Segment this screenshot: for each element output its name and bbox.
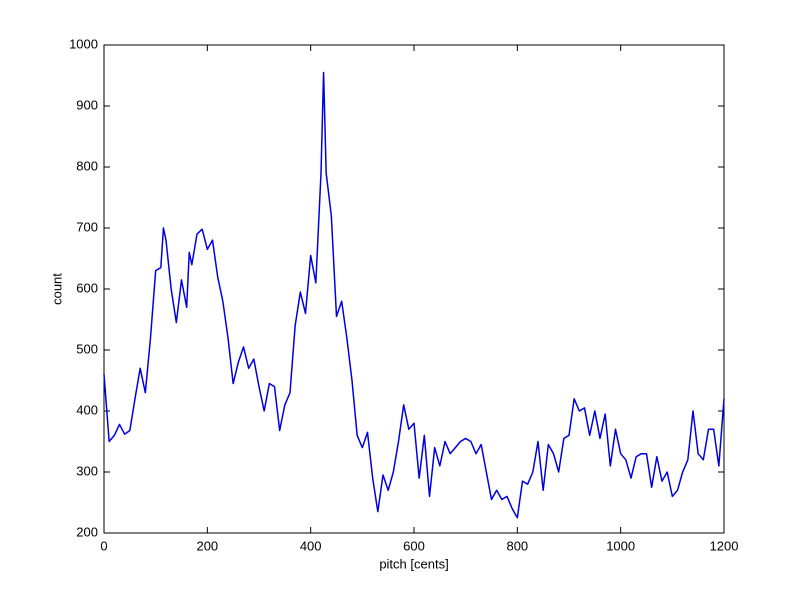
y-tick-label: 200	[76, 524, 98, 539]
y-tick-label: 400	[76, 402, 98, 417]
plot-frame	[103, 44, 725, 534]
x-tick-label: 0	[100, 538, 107, 553]
y-tick-label: 900	[76, 97, 98, 112]
y-axis-label: count	[49, 273, 64, 305]
x-tick-label: 1200	[710, 538, 739, 553]
y-tick-label: 600	[76, 280, 98, 295]
x-tick-label: 400	[300, 538, 322, 553]
x-tick-label: 1000	[606, 538, 635, 553]
data-line	[103, 71, 725, 519]
y-tick-label: 700	[76, 219, 98, 234]
y-tick-label: 300	[76, 463, 98, 478]
x-axis-label: pitch [cents]	[379, 556, 448, 571]
x-tick-label: 200	[196, 538, 218, 553]
x-tick-label: 800	[506, 538, 528, 553]
x-tick-label: 600	[403, 538, 425, 553]
y-tick-label: 800	[76, 158, 98, 173]
y-tick-label: 500	[76, 341, 98, 356]
y-tick-label: 1000	[69, 36, 98, 51]
